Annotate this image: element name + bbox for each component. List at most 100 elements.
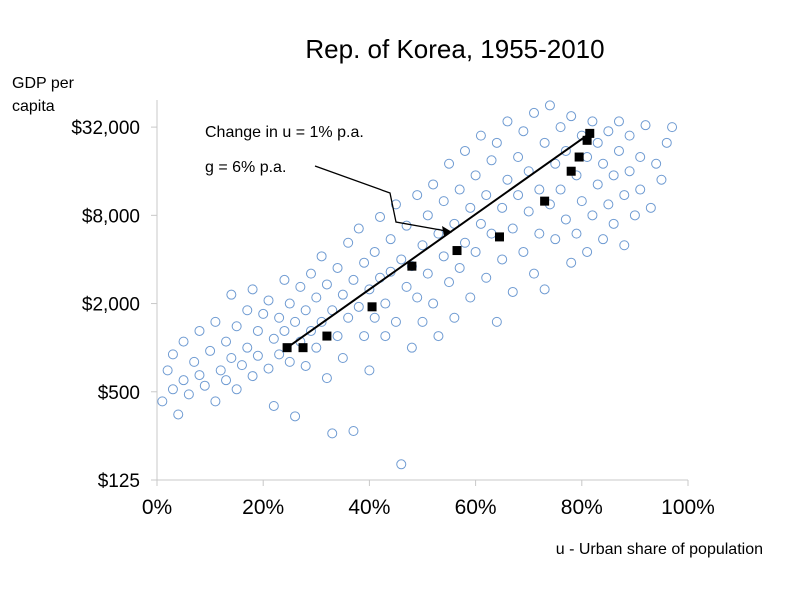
scatter-point (422, 210, 433, 221)
korea-point (574, 152, 584, 162)
scatter-point (481, 190, 492, 201)
trend-line (286, 132, 591, 349)
scatter-point (513, 190, 524, 201)
scatter-point (444, 277, 455, 288)
scatter-point (327, 428, 338, 439)
scatter-point (353, 301, 364, 312)
scatter-point (454, 184, 465, 195)
scatter-point (465, 202, 476, 213)
scatter-point (619, 190, 630, 201)
scatter-point (486, 155, 497, 166)
scatter-point (380, 331, 391, 342)
scatter-point (502, 116, 513, 127)
scatter-point (221, 336, 232, 347)
scatter-point (555, 122, 566, 133)
scatter-point (252, 350, 263, 361)
scatter-point (343, 312, 354, 323)
scatter-point (369, 246, 380, 257)
scatter-point (576, 196, 587, 207)
scatter-point (210, 396, 221, 407)
scatter-point (375, 211, 386, 222)
korea-point (322, 331, 332, 341)
scatter-point (470, 246, 481, 257)
y-axis-label-line1: GDP per (12, 75, 75, 92)
scatter-point (321, 279, 332, 290)
scatter-point (385, 234, 396, 245)
annotation-urban-growth: Change in u = 1% p.a. (205, 124, 364, 141)
scatter-point (167, 384, 178, 395)
scatter-point (194, 325, 205, 336)
scatter-point (226, 289, 237, 300)
scatter-point (422, 268, 433, 279)
scatter-point (497, 202, 508, 213)
scatter-point (284, 298, 295, 309)
scatter-point (449, 312, 460, 323)
y-tick-label: $500 (98, 383, 140, 404)
x-axis-label: u - Urban share of population (556, 541, 763, 558)
scatter-point (226, 353, 237, 364)
scatter-point (359, 331, 370, 342)
scatter-point (507, 223, 518, 234)
scatter-point (242, 305, 253, 316)
scatter-point (640, 120, 651, 131)
scatter-point (470, 170, 481, 181)
scatter-point (603, 199, 614, 210)
korea-point (540, 196, 550, 206)
scatter-point (560, 214, 571, 225)
x-tick-label: 60% (455, 496, 497, 519)
scatter-point (263, 295, 274, 306)
scatter-point (167, 349, 178, 360)
scatter-point (284, 356, 295, 367)
korea-point (494, 232, 504, 242)
scatter-point (656, 174, 667, 185)
scatter-point (465, 292, 476, 303)
scatter-point (459, 237, 470, 248)
scatter-point (555, 184, 566, 195)
scatter-point (529, 268, 540, 279)
scatter-point (221, 375, 232, 386)
scatter-point (401, 220, 412, 231)
scatter-point (173, 409, 184, 420)
korea-point (367, 302, 377, 312)
scatter-point (629, 210, 640, 221)
scatter-point (587, 116, 598, 127)
scatter-point (635, 152, 646, 163)
plot-area: 0% 20% 40% 60% 80% 100% $125$500$2,000$8,000$… (71, 100, 715, 519)
scatter-point (651, 158, 662, 169)
scatter-point (608, 170, 619, 181)
x-tick-label: 0% (142, 496, 172, 519)
scatter-point (369, 312, 380, 323)
korea-point (282, 343, 292, 353)
scatter-point (582, 246, 593, 257)
scatter-point (582, 152, 593, 163)
scatter-point (544, 100, 555, 111)
scatter-point (162, 365, 173, 376)
scatter-point (300, 360, 311, 371)
scatter-point (396, 459, 407, 470)
scatter-point (444, 158, 455, 169)
scatter-point (380, 298, 391, 309)
scatter-point (534, 184, 545, 195)
scatter-point (438, 251, 449, 262)
scatter-point (348, 425, 359, 436)
korea-point (585, 128, 595, 138)
scatter-point (438, 196, 449, 207)
scatter-point (263, 363, 274, 374)
scatter-point (624, 166, 635, 177)
scatter-point (412, 292, 423, 303)
scatter-point (592, 179, 603, 190)
scatter-point (268, 333, 279, 344)
scatter-point (417, 240, 428, 251)
scatter-point (529, 107, 540, 118)
annotation-group: Change in u = 1% p.a. g = 6% p.a. (205, 124, 453, 236)
scatter-point (497, 254, 508, 265)
korea-point (566, 166, 576, 176)
scatter-point (412, 190, 423, 201)
scatter-point (194, 370, 205, 381)
scatter-point (613, 116, 624, 127)
scatter-point (475, 130, 486, 141)
scatter-point (539, 284, 550, 295)
x-tick-label: 80% (561, 496, 603, 519)
chart-title: Rep. of Korea, 1955-2010 (305, 34, 604, 64)
